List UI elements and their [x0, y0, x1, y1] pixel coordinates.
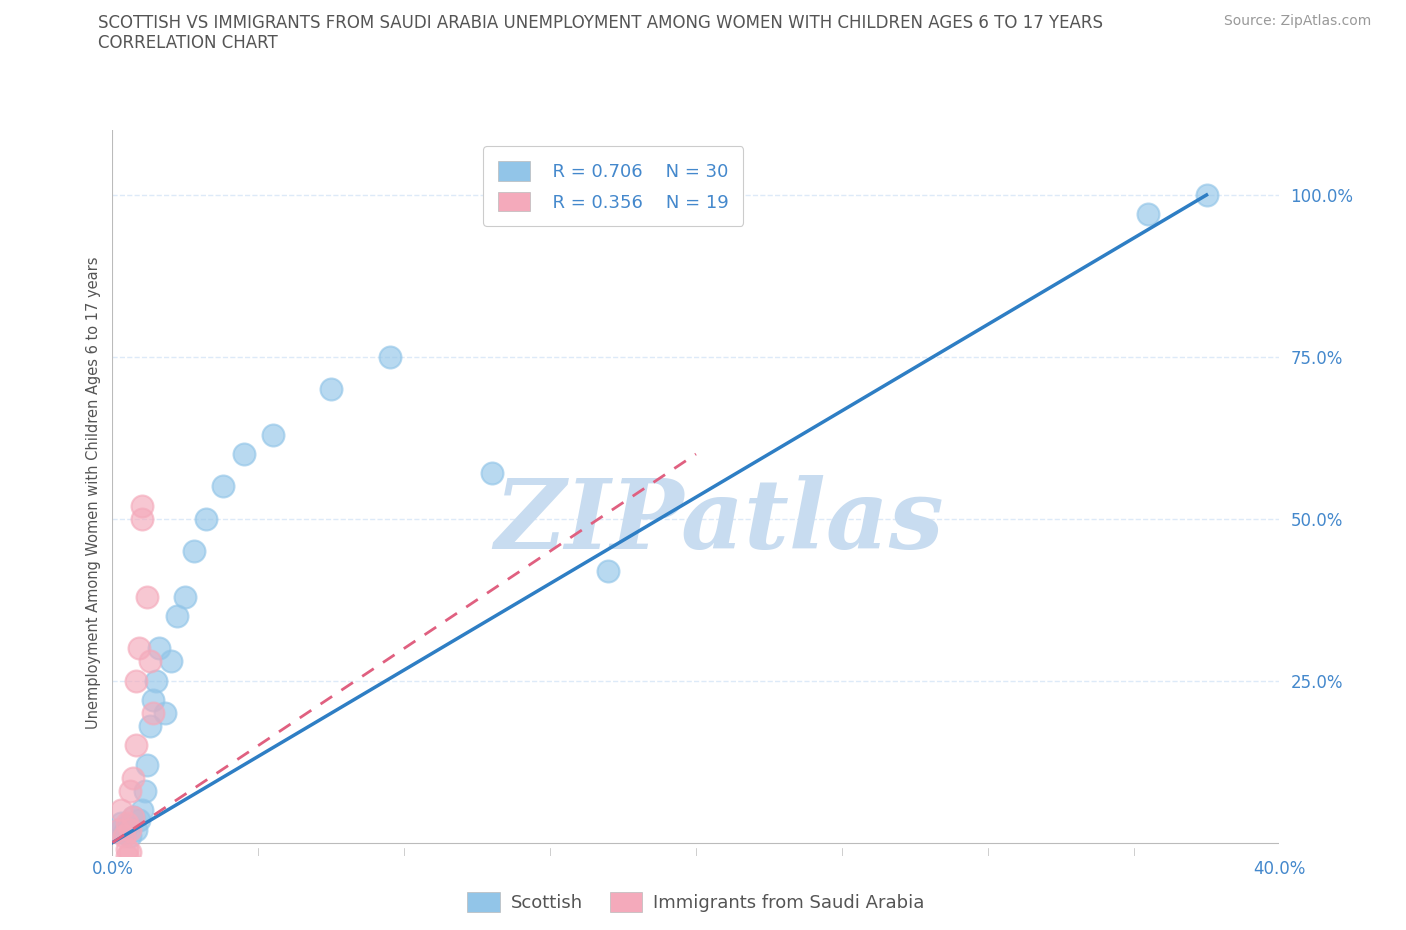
Point	[194, 512, 217, 526]
Point	[262, 427, 284, 442]
Point	[136, 757, 159, 772]
Point	[321, 382, 343, 397]
Point	[110, 816, 132, 830]
Text: Source: ZipAtlas.com: Source: ZipAtlas.com	[1223, 14, 1371, 28]
Point	[232, 446, 254, 461]
Point	[125, 822, 148, 837]
Point	[112, 829, 135, 844]
Point	[1195, 188, 1218, 203]
Point	[112, 826, 135, 841]
Point	[183, 544, 205, 559]
Point	[128, 813, 150, 828]
Point	[139, 719, 162, 734]
Point	[118, 829, 141, 844]
Point	[153, 706, 176, 721]
Point	[122, 809, 145, 824]
Point	[131, 498, 153, 513]
Point	[115, 816, 138, 830]
Point	[598, 564, 620, 578]
Point	[481, 466, 503, 481]
Point	[122, 809, 145, 824]
Point	[139, 654, 162, 669]
Point	[107, 822, 129, 837]
Point	[118, 822, 141, 837]
Point	[160, 654, 183, 669]
Point	[107, 822, 129, 837]
Text: CORRELATION CHART: CORRELATION CHART	[98, 34, 278, 52]
Y-axis label: Unemployment Among Women with Children Ages 6 to 17 years: Unemployment Among Women with Children A…	[86, 257, 101, 729]
Point	[136, 589, 159, 604]
Point	[131, 512, 153, 526]
Point	[125, 738, 148, 753]
Point	[131, 803, 153, 817]
Point	[166, 608, 188, 623]
Legend: Scottish, Immigrants from Saudi Arabia: Scottish, Immigrants from Saudi Arabia	[460, 884, 932, 919]
Point	[174, 589, 197, 604]
Point	[128, 641, 150, 656]
Point	[145, 673, 167, 688]
Point	[142, 693, 165, 708]
Point	[148, 641, 170, 656]
Point	[212, 479, 235, 494]
Point	[125, 673, 148, 688]
Text: SCOTTISH VS IMMIGRANTS FROM SAUDI ARABIA UNEMPLOYMENT AMONG WOMEN WITH CHILDREN : SCOTTISH VS IMMIGRANTS FROM SAUDI ARABIA…	[98, 14, 1104, 32]
Point	[115, 819, 138, 834]
Text: ZIPatlas: ZIPatlas	[495, 475, 943, 569]
Point	[1137, 207, 1160, 222]
Point	[115, 842, 138, 857]
Point	[134, 783, 156, 798]
Point	[115, 848, 138, 863]
Point	[110, 803, 132, 817]
Point	[378, 350, 401, 365]
Point	[118, 783, 141, 798]
Point	[122, 770, 145, 785]
Point	[142, 706, 165, 721]
Point	[118, 845, 141, 860]
